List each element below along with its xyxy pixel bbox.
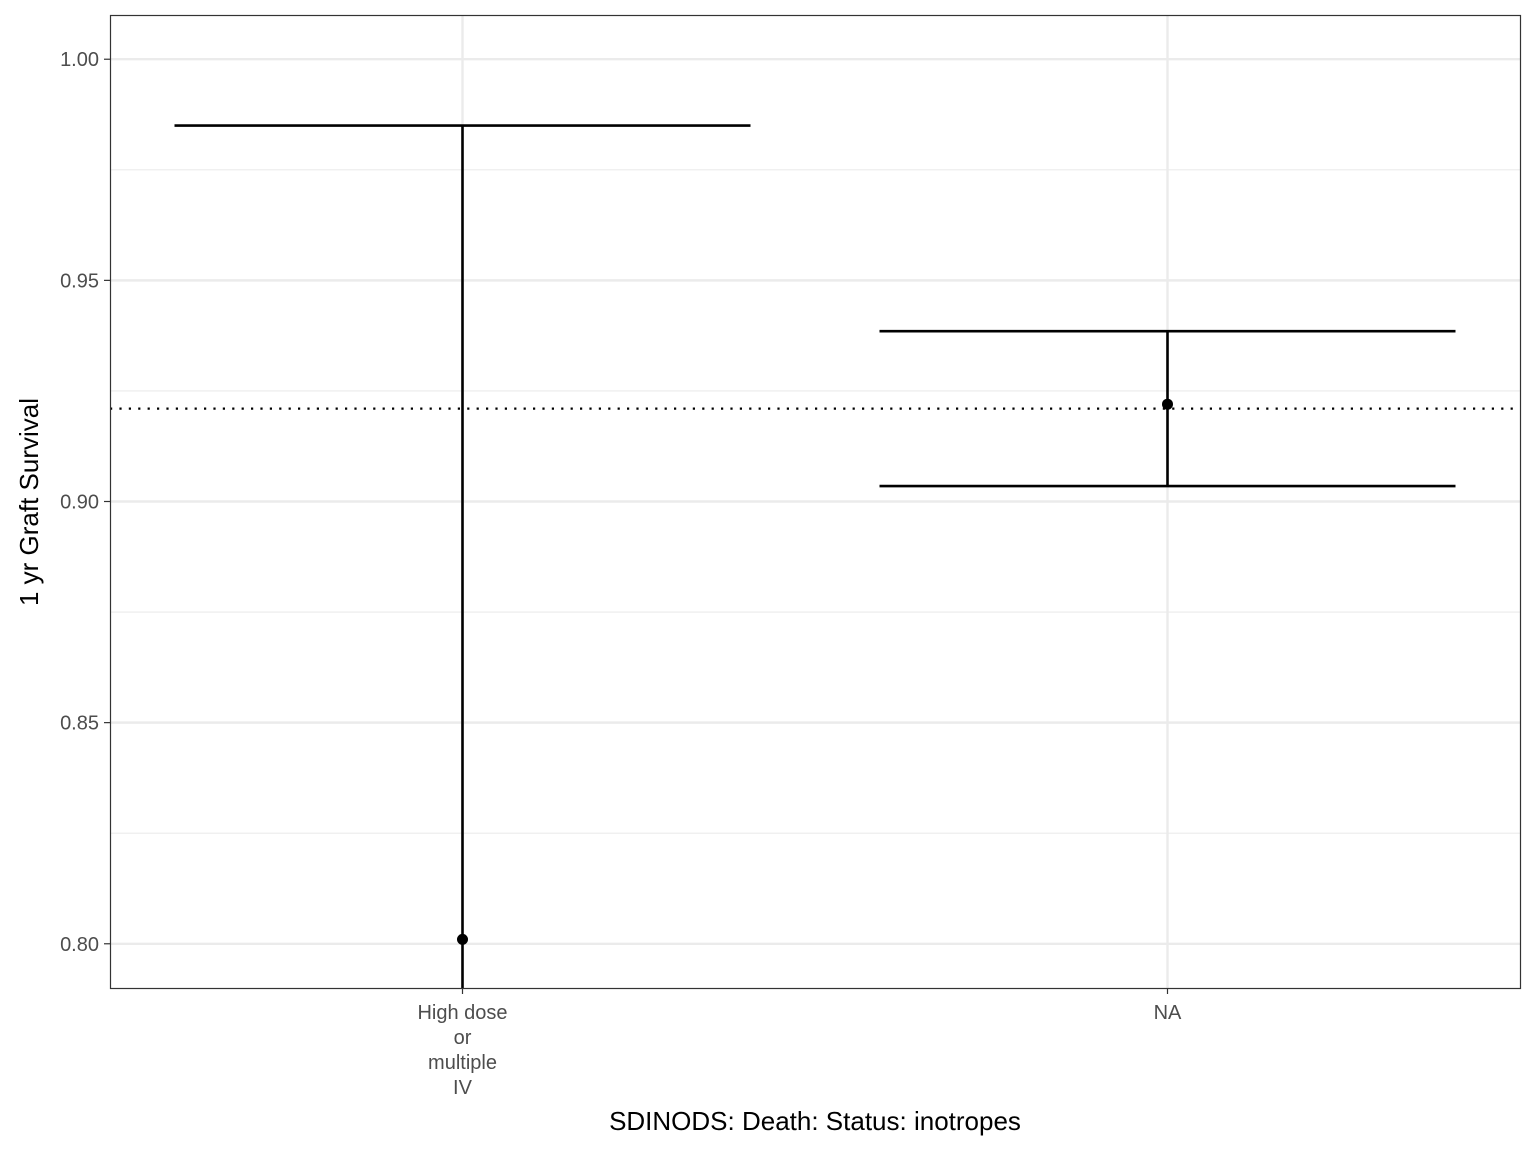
estimate-point bbox=[1162, 398, 1173, 410]
y-tick-label: 0.95 bbox=[60, 270, 99, 292]
y-tick-label: 0.85 bbox=[60, 713, 99, 735]
panel-border bbox=[109, 14, 1522, 990]
x-axis-title: SDINODS: Death: Status: inotropes bbox=[609, 1106, 1021, 1136]
x-tick-label: or bbox=[454, 1027, 472, 1049]
y-tick-label: 0.80 bbox=[60, 934, 99, 956]
x-tick-label: High dose bbox=[417, 1002, 507, 1024]
y-tick-label: 0.90 bbox=[60, 492, 99, 514]
x-tick-label: multiple bbox=[428, 1052, 497, 1074]
y-axis-title: 1 yr Graft Survival bbox=[14, 398, 44, 606]
marks-layer bbox=[174, 124, 1456, 988]
axis-layer: 0.80 0.85 0.90 0.95 1.00 High dose or multiple I… bbox=[60, 49, 1182, 1099]
estimate-point bbox=[457, 933, 468, 945]
x-tick-label: IV bbox=[453, 1077, 473, 1099]
y-tick-label: 1.00 bbox=[60, 49, 99, 71]
x-tick-label: NA bbox=[1154, 1002, 1182, 1024]
grid-layer bbox=[110, 15, 1520, 988]
